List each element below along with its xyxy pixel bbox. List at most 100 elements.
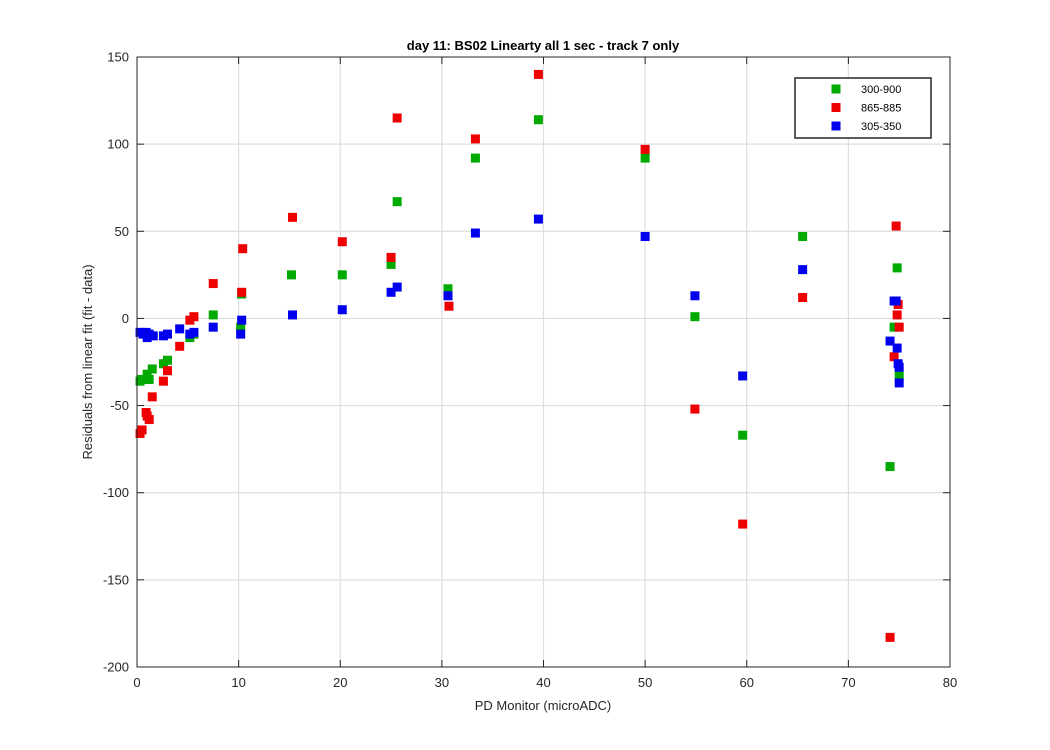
x-tick-label: 70 xyxy=(841,675,855,690)
y-tick-label: -150 xyxy=(103,572,129,587)
data-point xyxy=(337,305,347,315)
x-tick-label: 20 xyxy=(333,675,347,690)
data-point xyxy=(640,144,650,154)
data-point xyxy=(690,291,700,301)
data-point xyxy=(189,312,199,322)
data-point xyxy=(894,322,904,332)
data-point xyxy=(889,322,899,332)
data-point xyxy=(386,252,396,262)
data-point xyxy=(208,310,218,320)
data-point xyxy=(386,259,396,269)
x-tick-label: 40 xyxy=(536,675,550,690)
data-point xyxy=(798,232,808,242)
y-tick-label: 50 xyxy=(115,224,129,239)
data-point xyxy=(392,113,402,123)
y-tick-label: 0 xyxy=(122,311,129,326)
data-point xyxy=(208,279,218,289)
y-tick-label: 100 xyxy=(107,137,129,152)
data-point xyxy=(738,519,748,529)
data-point xyxy=(533,214,543,224)
data-point xyxy=(144,415,154,425)
data-point xyxy=(147,364,157,374)
data-point xyxy=(392,197,402,207)
data-point xyxy=(337,237,347,247)
legend-entry-label: 305-350 xyxy=(861,121,901,133)
legend: 300-900 865-885 305-350 xyxy=(794,77,932,139)
data-point xyxy=(470,153,480,163)
data-point xyxy=(738,430,748,440)
data-point xyxy=(237,315,247,325)
data-point xyxy=(894,378,904,388)
x-tick-label: 60 xyxy=(740,675,754,690)
legend-marker xyxy=(831,121,841,131)
x-axis-label: PD Monitor (microADC) xyxy=(475,698,612,713)
data-point xyxy=(640,153,650,163)
legend-marker xyxy=(831,103,841,112)
data-point xyxy=(894,362,904,372)
y-tick-label: -100 xyxy=(103,485,129,500)
x-tick-label: 30 xyxy=(435,675,449,690)
data-point xyxy=(175,341,185,351)
data-point xyxy=(175,324,185,334)
axis-ticks: 0 10 20 30 40 50 60 70 80 -200 -150 -100 -50 0 50 100 15… xyxy=(103,50,957,691)
data-point xyxy=(443,291,453,301)
data-point xyxy=(158,376,168,386)
data-point xyxy=(189,327,199,337)
data-point xyxy=(892,343,902,353)
data-point xyxy=(470,228,480,238)
data-point xyxy=(162,355,172,365)
legend-box xyxy=(794,77,932,139)
data-point xyxy=(892,310,902,320)
data-point xyxy=(690,404,700,414)
x-tick-label: 0 xyxy=(133,675,140,690)
y-tick-label: -50 xyxy=(110,398,129,413)
series-305-350 xyxy=(135,214,904,388)
legend-entry-label: 300-900 xyxy=(861,84,901,96)
data-point xyxy=(236,329,246,339)
series-865-885 xyxy=(135,69,904,642)
data-point xyxy=(894,371,904,381)
data-point xyxy=(640,232,650,242)
legend-entry-label: 865-885 xyxy=(861,103,901,115)
data-point xyxy=(147,392,157,402)
data-point xyxy=(444,301,454,311)
y-tick-label: -200 xyxy=(103,660,129,675)
data-point xyxy=(137,425,147,435)
chart-title: day 11: BS02 Linearty all 1 sec - track … xyxy=(407,38,680,53)
data-point xyxy=(162,329,172,339)
data-point xyxy=(287,310,297,320)
data-point xyxy=(892,263,902,273)
data-point xyxy=(798,293,808,303)
y-tick-label: 150 xyxy=(107,50,129,65)
data-point xyxy=(287,212,297,222)
data-point xyxy=(392,282,402,292)
data-point xyxy=(236,322,246,332)
x-tick-label: 50 xyxy=(638,675,652,690)
data-point xyxy=(885,632,895,642)
data-point xyxy=(208,322,218,332)
data-point xyxy=(470,134,480,144)
data-point xyxy=(533,69,543,79)
data-point xyxy=(889,352,899,362)
data-point xyxy=(885,462,895,472)
data-point xyxy=(891,221,901,231)
data-point xyxy=(738,371,748,381)
data-point xyxy=(286,270,296,280)
data-point xyxy=(690,312,700,322)
data-point xyxy=(337,270,347,280)
data-point xyxy=(885,336,895,346)
data-point xyxy=(891,296,901,306)
data-point xyxy=(142,369,152,379)
data-point xyxy=(386,287,396,297)
data-point xyxy=(237,287,247,297)
x-tick-label: 10 xyxy=(231,675,245,690)
x-tick-label: 80 xyxy=(943,675,957,690)
data-point xyxy=(148,331,158,341)
data-points xyxy=(135,69,904,642)
data-point xyxy=(144,374,154,384)
data-point xyxy=(533,115,543,125)
y-axis-label: Residuals from linear fit (fit - data) xyxy=(80,264,95,459)
data-point xyxy=(443,284,453,294)
data-point xyxy=(238,244,248,254)
